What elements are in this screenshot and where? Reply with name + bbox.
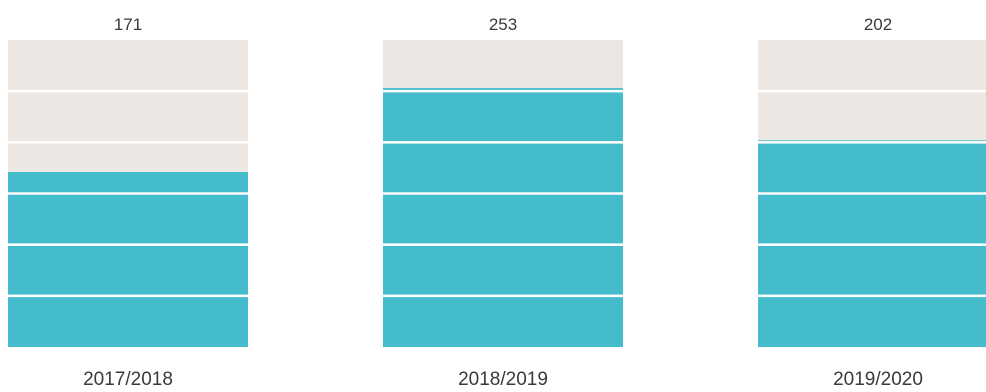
bar-divider (8, 243, 248, 246)
bar-divider (383, 192, 623, 195)
bar-divider (8, 141, 248, 144)
bar-divider (383, 294, 623, 298)
bar-divider (758, 89, 986, 93)
bar-divider (383, 243, 623, 246)
bar-divider (383, 141, 623, 144)
bar-2018-2019 (383, 88, 623, 347)
bar-divider (758, 243, 986, 246)
bar-divider (8, 192, 248, 195)
category-label-2018-2019: 2018/2019 (458, 369, 548, 390)
bar-2017-2018 (8, 172, 248, 347)
value-label-2019-2020: 202 (864, 15, 892, 34)
value-label-2018-2019: 253 (489, 15, 517, 34)
bar-divider (8, 89, 248, 93)
bar-divider (383, 89, 623, 93)
category-label-2017-2018: 2017/2018 (83, 369, 173, 390)
value-label-2017-2018: 171 (114, 15, 142, 34)
category-label-2019-2020: 2019/2020 (833, 369, 923, 390)
bar-divider (758, 192, 986, 195)
bar-divider (758, 141, 986, 144)
bar-divider (758, 294, 986, 298)
bar-divider (8, 294, 248, 298)
